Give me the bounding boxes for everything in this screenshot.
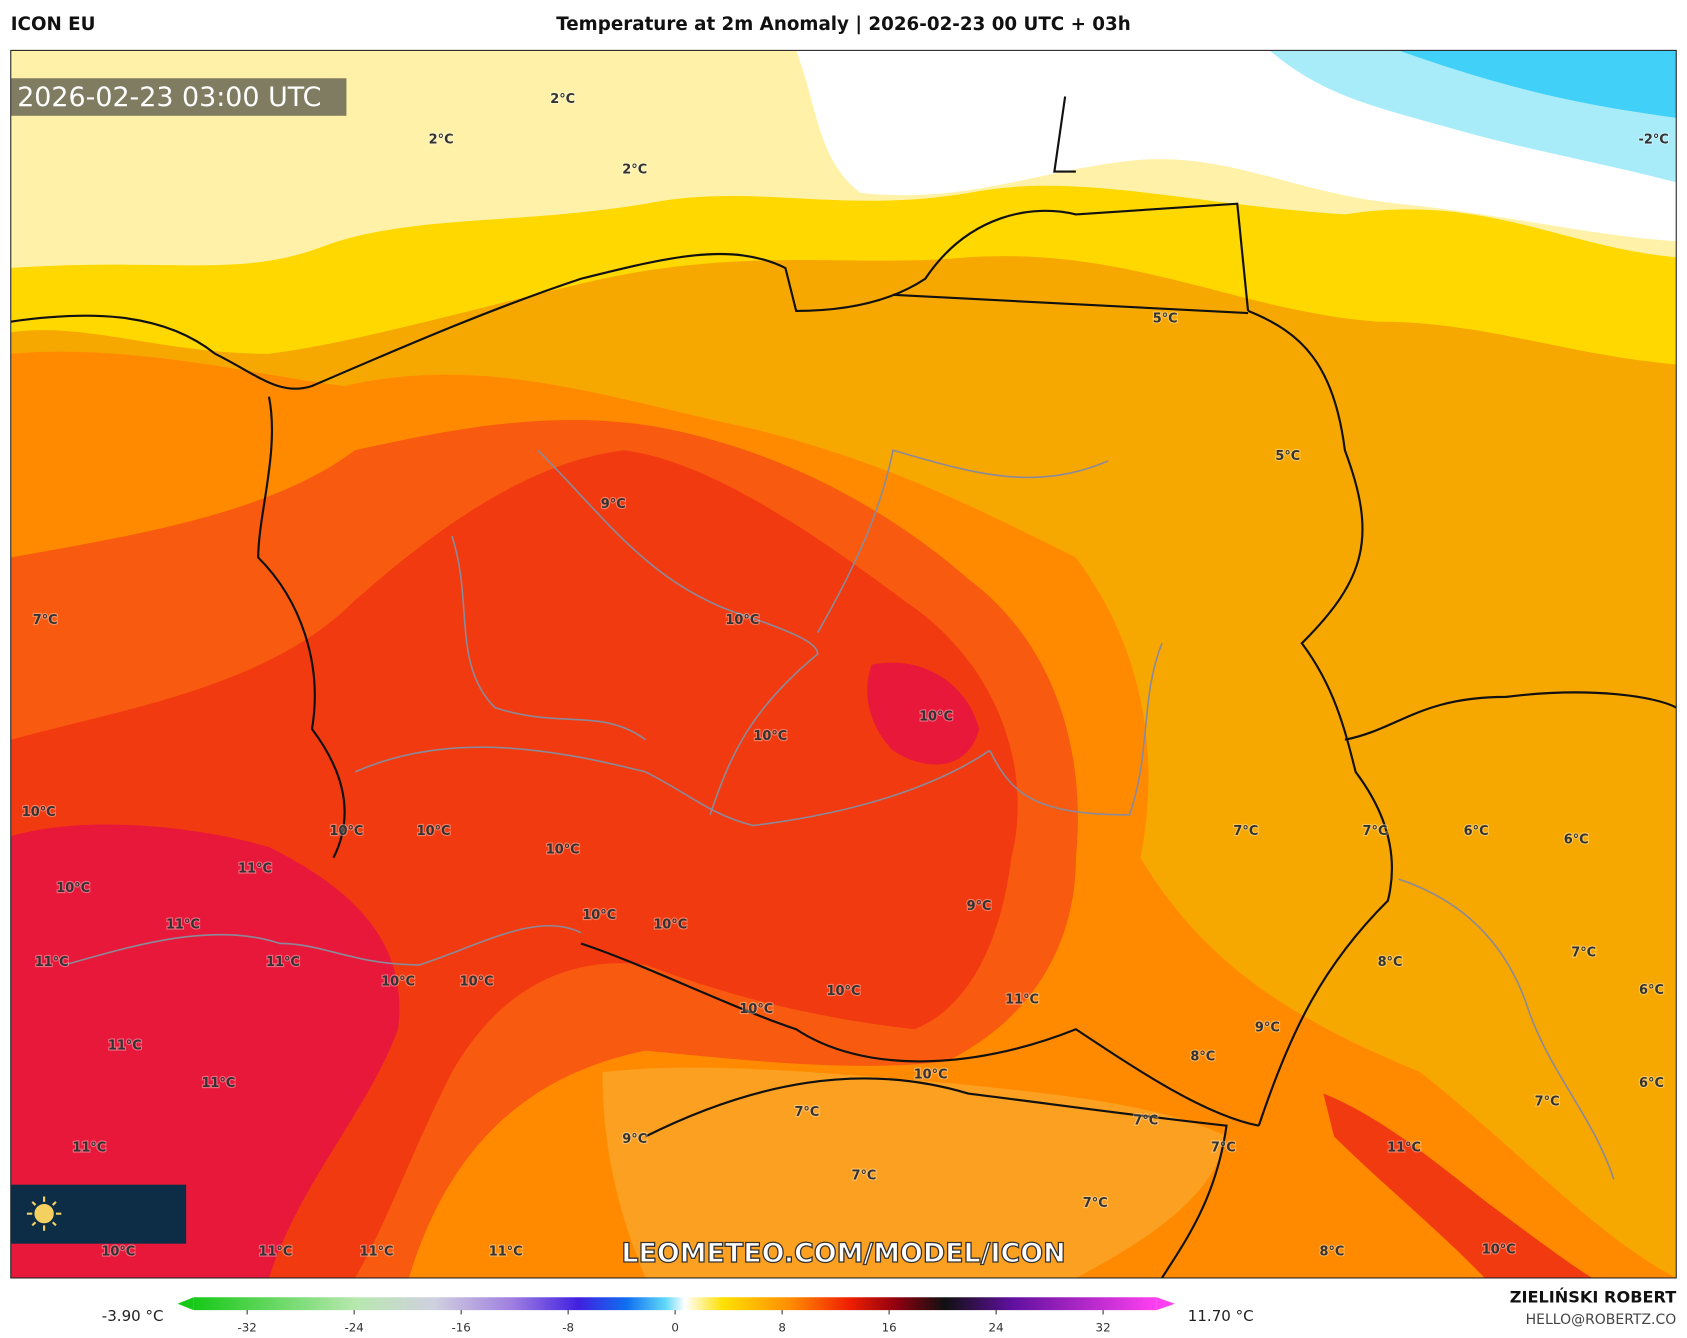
coastlines <box>10 96 1250 390</box>
map-frame <box>10 49 1677 1279</box>
borders <box>257 309 1677 1278</box>
crimson-patch <box>867 662 980 765</box>
logo-sun <box>26 1196 62 1231</box>
temperature-label: 7°C <box>794 1105 819 1120</box>
colorbar-tick-label: 32 <box>1096 1321 1111 1335</box>
temperature-label: 11°C <box>238 862 272 877</box>
map-labels: 2°C 2°C 2°C -2°C 5°C 5°C 9°C 7°C 10°C 10°C 10°C 10°… <box>21 91 1670 1261</box>
colorbar-tick-label: 24 <box>989 1321 1004 1335</box>
temperature-label: 10°C <box>725 613 759 628</box>
temperature-label: 6°C <box>1464 824 1489 839</box>
temperature-label: 5°C <box>1153 312 1178 327</box>
colorbar-max: 11.70 °C <box>1188 1307 1254 1325</box>
temperature-label: 7°C <box>1133 1114 1158 1129</box>
temperature-label: 10°C <box>1482 1242 1516 1257</box>
temperature-label: 9°C <box>601 497 626 512</box>
contact: HELLO@ROBERTZ.CO <box>1526 1312 1677 1328</box>
model-name: ICON EU <box>11 14 96 35</box>
temperature-label: 10°C <box>582 908 616 923</box>
temperature-label: 9°C <box>1255 1020 1280 1035</box>
temperature-label: 6°C <box>1639 1076 1664 1091</box>
watermark: LEOMETEO.COM/MODEL/ICON <box>621 1238 1065 1269</box>
temperature-label: 8°C <box>1190 1049 1215 1064</box>
temperature-label: 11°C <box>266 955 300 970</box>
temperature-label: 8°C <box>1320 1244 1345 1259</box>
temperature-label: 7°C <box>1571 945 1596 960</box>
colorbar: -3.90 °C 11.70 °C -32 -24 -16 -8 0 8 16 24 32 <box>102 1297 1254 1335</box>
temperature-label: 11°C <box>1387 1140 1421 1155</box>
temperature-label: 5°C <box>1275 449 1300 464</box>
temperature-label: 10°C <box>753 729 787 744</box>
temperature-label: 10°C <box>101 1244 135 1259</box>
blue-zone <box>1398 50 1677 118</box>
regions <box>64 449 1615 1180</box>
temperature-label: 2°C <box>429 133 454 148</box>
temperature-label: 10°C <box>827 984 861 999</box>
temperature-label: 9°C <box>622 1132 647 1147</box>
colorbar-tick-label: 0 <box>671 1321 679 1335</box>
colorbar-tick-label: 16 <box>882 1321 897 1335</box>
temperature-label: 11°C <box>489 1244 523 1259</box>
temperature-label: 11°C <box>72 1140 106 1155</box>
temperature-label: 10°C <box>739 1002 773 1017</box>
temperature-label: 7°C <box>1083 1196 1108 1211</box>
colorbar-low-arrow <box>177 1297 194 1311</box>
temperature-label: 6°C <box>1639 983 1664 998</box>
temperature-label: 10°C <box>460 974 494 989</box>
temperature-label: 11°C <box>35 955 69 970</box>
timestamp: 2026-02-23 03:00 UTC <box>17 82 321 113</box>
colorbar-tick-label: -24 <box>344 1321 363 1335</box>
temperature-label: 10°C <box>56 881 90 896</box>
temperature-label: 8°C <box>1378 955 1403 970</box>
temperature-label: 10°C <box>417 824 451 839</box>
temperature-label: 7°C <box>1535 1094 1560 1109</box>
temperature-label: 2°C <box>622 163 647 178</box>
colorbar-tick-label: 8 <box>778 1321 786 1335</box>
temperature-label: 6°C <box>1564 833 1589 848</box>
temperature-label: -2°C <box>1639 133 1669 148</box>
temperature-label: 11°C <box>166 917 200 932</box>
temperature-label: 7°C <box>33 613 58 628</box>
red-band <box>1323 1093 1593 1278</box>
temperature-label: 11°C <box>201 1076 235 1091</box>
temperature-label: 7°C <box>1211 1140 1236 1155</box>
temperature-label: 10°C <box>914 1068 948 1083</box>
temperature-label: 10°C <box>330 824 364 839</box>
temperature-label: 10°C <box>381 974 415 989</box>
temperature-label: 7°C <box>1363 824 1388 839</box>
temperature-label: 11°C <box>1005 993 1039 1008</box>
mountain-zone <box>602 1067 1227 1278</box>
colorbar-gradient <box>193 1297 1157 1311</box>
temperature-label: 7°C <box>851 1168 876 1183</box>
temperature-label: 11°C <box>108 1039 142 1054</box>
timestamp-box <box>10 78 347 116</box>
colorbar-tick-label: -8 <box>562 1321 574 1335</box>
temperature-label: 10°C <box>653 917 687 932</box>
temperature-label: 7°C <box>1233 824 1258 839</box>
temperature-label: 10°C <box>546 842 580 857</box>
colorbar-min: -3.90 °C <box>102 1307 164 1325</box>
colorbar-high-arrow <box>1156 1297 1175 1311</box>
colorbar-tick-label: -16 <box>451 1321 470 1335</box>
colorbar-tick-label: -32 <box>237 1321 256 1335</box>
map-field: 2°C 2°C 2°C -2°C 5°C 5°C 9°C 7°C 10°C 10°C 10°C 10°… <box>10 50 1677 1278</box>
crimson-zone <box>10 824 400 1278</box>
author: ZIELIŃSKI ROBERT <box>1510 1288 1676 1307</box>
temperature-label: 11°C <box>360 1244 394 1259</box>
temperature-label: 10°C <box>919 709 953 724</box>
map-title: Temperature at 2m Anomaly | 2026-02-23 0… <box>556 14 1131 35</box>
temperature-label: 10°C <box>22 805 56 820</box>
temperature-label: 2°C <box>550 92 575 107</box>
temperature-label: 9°C <box>967 899 992 914</box>
temperature-label: 11°C <box>258 1244 292 1259</box>
